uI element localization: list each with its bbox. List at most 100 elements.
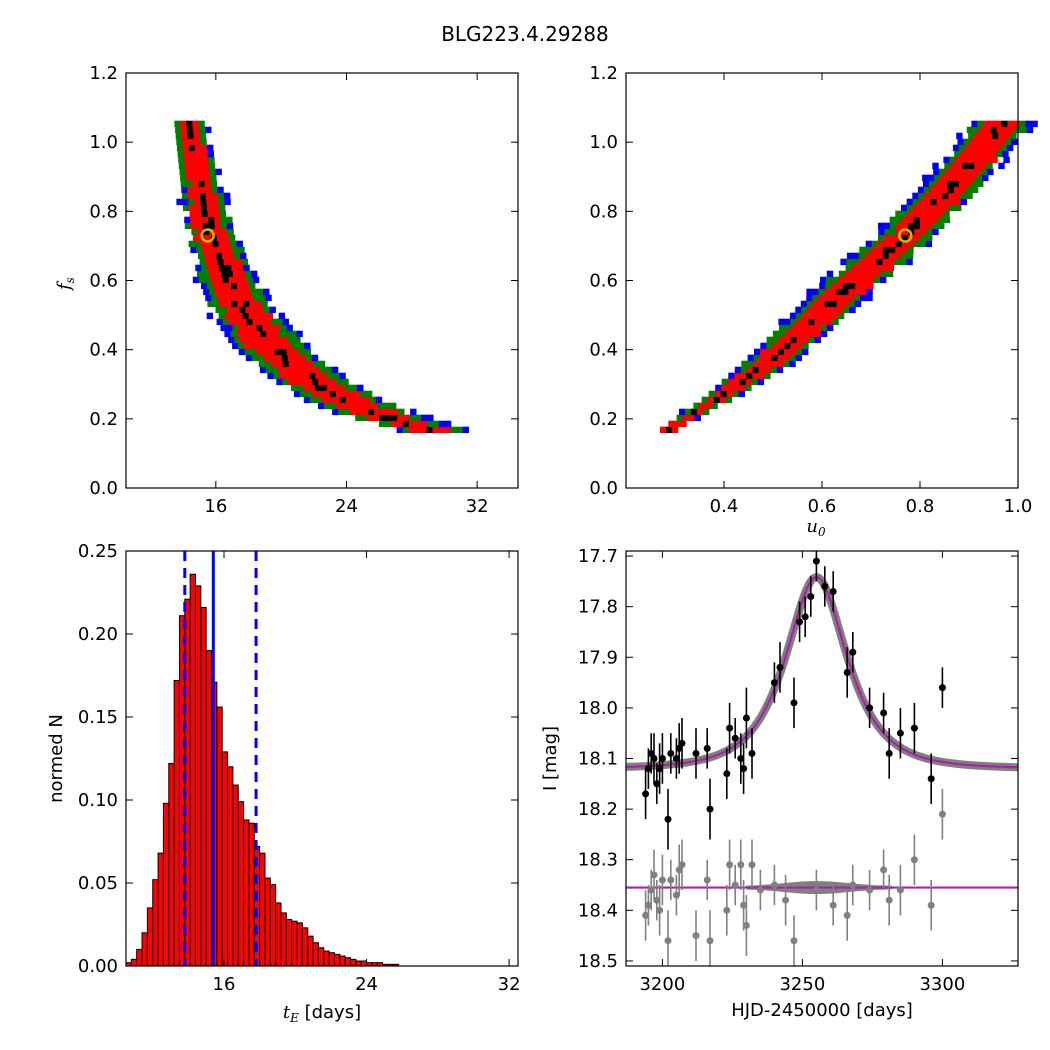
heatmap-cell <box>890 234 897 242</box>
heatmap-cell <box>976 174 983 182</box>
x-tick-label: 16 <box>204 496 227 517</box>
heatmap-cell <box>278 312 286 320</box>
heatmap-cell <box>901 216 909 224</box>
heatmap-cell <box>244 342 251 350</box>
heatmap-cell <box>201 210 208 218</box>
data-point <box>644 765 652 773</box>
heatmap-cell <box>391 414 398 422</box>
heatmap-cell <box>757 378 765 386</box>
heatmap-cell <box>931 216 939 224</box>
heatmap-cell <box>244 348 252 356</box>
heatmap-cell <box>703 408 710 416</box>
heatmap-cell <box>1002 126 1010 134</box>
panel-tE-histogram: 16 24 32 0.00 0.05 0.10 0.15 0.20 0.25 normed N tE… <box>46 541 521 1025</box>
heatmap-cell <box>199 186 206 194</box>
heatmap-cell <box>753 360 760 368</box>
heatmap-cell <box>958 174 965 182</box>
heatmap-cell <box>398 408 405 416</box>
y-tick-label: 1.0 <box>589 132 618 153</box>
histogram-bar <box>269 884 277 967</box>
heatmap-cell <box>745 384 752 392</box>
heatmap-cell <box>250 324 257 332</box>
heatmap-cell <box>936 198 944 206</box>
heatmap-cell <box>194 240 201 248</box>
heatmap-cell <box>821 324 828 332</box>
y-axis-label: fs <box>54 277 77 292</box>
heatmap-cell <box>846 252 854 260</box>
heatmap-cell <box>995 120 1002 128</box>
heatmap-cell <box>772 342 779 350</box>
histogram-bar <box>216 706 223 967</box>
heatmap-cell <box>295 366 303 374</box>
heatmap-cell <box>877 246 884 254</box>
residual-point <box>658 876 666 884</box>
heatmap-cell <box>820 330 828 338</box>
heatmap-cell <box>783 360 790 368</box>
heatmap-cell <box>980 132 987 140</box>
histogram-bar <box>162 802 170 967</box>
heatmap-cell <box>843 306 850 314</box>
y-tick-label: 17.9 <box>578 647 618 668</box>
heatmap-cell <box>196 156 203 164</box>
heatmap-cell <box>778 330 786 338</box>
heatmap-cell <box>293 354 301 362</box>
heatmap-cell <box>784 318 791 326</box>
heatmap-cell <box>189 144 196 152</box>
heatmap-cell <box>221 228 228 236</box>
heatmap-cell <box>986 162 993 170</box>
heatmap-cell <box>937 216 945 224</box>
heatmap-cell <box>230 330 237 338</box>
heatmap-cell <box>305 354 313 362</box>
heatmap-cell <box>746 366 754 374</box>
heatmap-cell <box>751 378 759 386</box>
y-tick-label: 1.0 <box>89 132 118 153</box>
heatmap-cell <box>824 294 831 302</box>
heatmap-cell <box>826 318 833 326</box>
heatmap-cell <box>771 360 778 368</box>
heatmap-cell <box>766 348 773 356</box>
x-tick-label: 1.0 <box>1004 496 1033 517</box>
y-tick-label: 18.1 <box>578 749 618 770</box>
heatmap-cell <box>368 408 375 416</box>
heatmap-cell <box>200 138 207 146</box>
model-band <box>626 573 1018 772</box>
data-point <box>801 613 809 621</box>
heatmap-cell <box>865 246 872 254</box>
heatmap-cell <box>254 330 261 338</box>
heatmap-cell <box>269 306 276 314</box>
heatmap-cell <box>790 348 797 356</box>
heatmap-cell <box>214 222 222 230</box>
heatmap-cell <box>852 258 859 266</box>
heatmap-cell <box>880 276 887 284</box>
heatmap-cell <box>984 150 991 158</box>
plot-area <box>626 551 1018 966</box>
heatmap-cell <box>950 162 957 170</box>
residual-point <box>650 871 658 879</box>
heatmap-cell <box>1031 120 1038 128</box>
heatmap-cell <box>236 330 243 338</box>
heatmap-cell <box>714 390 721 398</box>
heatmap-cell <box>286 342 293 350</box>
heatmap-cell <box>205 186 212 194</box>
heatmap-cell <box>1020 126 1028 134</box>
heatmap-cell <box>860 294 867 302</box>
heatmap-cell <box>919 210 926 218</box>
histogram-bar <box>157 852 164 967</box>
heatmap-cell <box>740 372 747 380</box>
heatmap-cell <box>270 360 278 368</box>
heatmap-cell <box>306 360 314 368</box>
heatmap-cell <box>335 390 343 398</box>
heatmap-cell <box>228 252 235 260</box>
heatmap-cell <box>231 300 238 308</box>
heatmap-cell <box>895 240 903 248</box>
heatmap-cell <box>204 252 211 260</box>
heatmap-cell <box>263 306 270 314</box>
y-tick-label: 18.4 <box>578 900 618 921</box>
heatmap-cell <box>976 144 984 152</box>
heatmap-cell <box>362 408 369 416</box>
heatmap-cell <box>203 228 210 236</box>
heatmap-cell <box>878 228 885 236</box>
heatmap-cell <box>257 288 264 296</box>
heatmap-cell <box>733 384 740 392</box>
y-axis-label-sub: s <box>63 277 77 283</box>
